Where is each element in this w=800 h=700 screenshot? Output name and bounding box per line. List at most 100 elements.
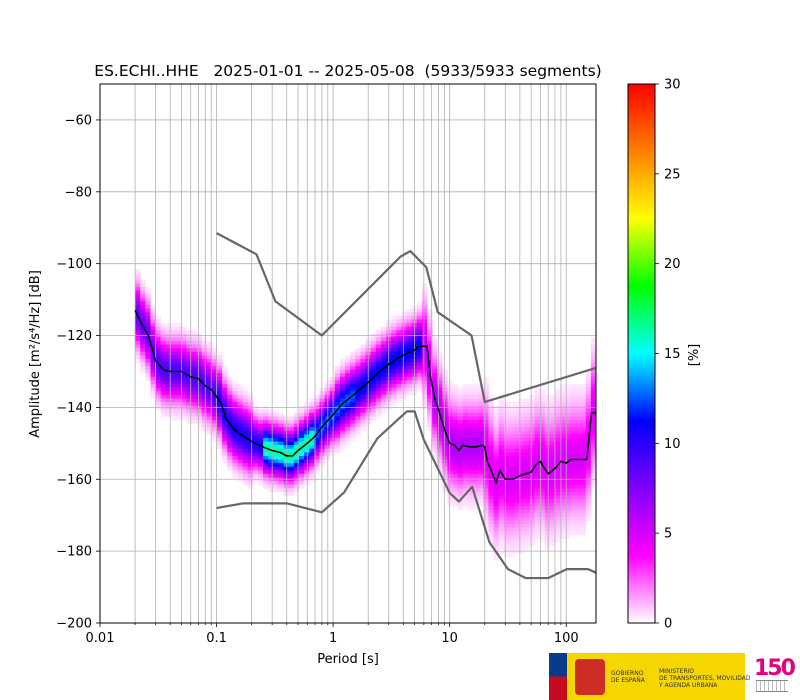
heatmap-cell: [227, 455, 233, 460]
heatmap-cell: [580, 452, 587, 457]
heatmap-cell: [298, 459, 305, 464]
heatmap-cell: [268, 409, 274, 414]
heatmap-cell: [503, 481, 510, 486]
heatmap-cell: [145, 319, 151, 324]
heatmap-cell: [565, 394, 571, 399]
heatmap-cell: [350, 416, 356, 421]
heatmap-cell: [268, 430, 274, 435]
heatmap-cell: [401, 351, 407, 356]
heatmap-cell: [206, 366, 213, 371]
heatmap-cell: [534, 398, 541, 403]
heatmap-cell: [165, 337, 172, 342]
heatmap-cell: [575, 481, 582, 486]
heatmap-cell: [539, 524, 546, 529]
heatmap-cell: [401, 358, 407, 363]
heatmap-cell: [560, 391, 566, 396]
heatmap-cell: [514, 484, 520, 489]
heatmap-cell: [421, 348, 428, 353]
heatmap-cell: [252, 412, 259, 417]
heatmap-cell: [401, 362, 407, 367]
heatmap-cell: [437, 441, 443, 446]
heatmap-cell: [483, 391, 489, 396]
heatmap-cell: [380, 344, 387, 349]
heatmap-cell: [570, 452, 576, 457]
heatmap-cell: [544, 531, 551, 536]
heatmap-cell: [150, 355, 156, 360]
heatmap-cell: [334, 430, 341, 435]
heatmap-cell: [524, 448, 530, 453]
heatmap-cell: [478, 394, 484, 399]
heatmap-cell: [181, 337, 187, 342]
heatmap-cell: [206, 380, 213, 385]
heatmap-cell: [160, 369, 167, 374]
heatmap-cell: [293, 484, 300, 489]
heatmap-cell: [503, 402, 510, 406]
heatmap-cell: [555, 484, 561, 489]
heatmap-cell: [421, 283, 428, 288]
heatmap-cell: [196, 369, 203, 374]
heatmap-cell: [370, 416, 377, 421]
heatmap-cell: [329, 419, 336, 424]
heatmap-cell: [196, 340, 203, 345]
heatmap-cell: [437, 373, 443, 378]
heatmap-cell: [304, 416, 310, 421]
heatmap-cell: [421, 297, 428, 302]
heatmap-cell: [565, 506, 571, 511]
heatmap-cell: [155, 402, 162, 406]
heatmap-cell: [211, 351, 218, 356]
heatmap-cell: [488, 531, 494, 536]
heatmap-cell: [529, 473, 535, 478]
heatmap-cell: [437, 384, 443, 389]
heatmap-cell: [483, 376, 489, 381]
heatmap-cell: [217, 380, 223, 385]
heatmap-cell: [514, 520, 520, 525]
heatmap-cell: [519, 448, 525, 453]
heatmap-cell: [447, 455, 453, 460]
heatmap-cell: [360, 366, 366, 371]
heatmap-cell: [298, 481, 305, 486]
heatmap-cell: [145, 348, 151, 353]
heatmap-cell: [427, 416, 433, 421]
heatmap-cell: [452, 409, 459, 414]
heatmap-cell: [498, 427, 505, 432]
heatmap-cell: [309, 398, 315, 403]
heatmap-cell: [242, 437, 249, 442]
heatmap-cell: [534, 531, 541, 536]
heatmap-cell: [498, 531, 505, 536]
heatmap-cell: [406, 387, 413, 392]
heatmap-cell: [140, 351, 146, 356]
heatmap-cell: [524, 427, 530, 432]
heatmap-cell: [524, 409, 530, 414]
heatmap-cell: [560, 423, 566, 428]
heatmap-cell: [242, 391, 249, 396]
heatmap-cell: [370, 398, 377, 403]
heatmap-cell: [186, 391, 192, 396]
heatmap-cell: [176, 362, 182, 367]
heatmap-cell: [401, 330, 407, 335]
heatmap-cell: [170, 358, 177, 363]
heatmap-cell: [498, 463, 505, 468]
heatmap-cell: [452, 430, 459, 435]
heatmap-cell: [427, 398, 433, 403]
heatmap-cell: [534, 484, 541, 489]
heatmap-cell: [514, 534, 520, 539]
heatmap-cell: [258, 430, 264, 435]
heatmap-cell: [427, 322, 433, 327]
heatmap-cell: [565, 387, 571, 392]
heatmap-cell: [442, 416, 448, 421]
heatmap-cell: [575, 520, 582, 525]
heatmap-cell: [467, 495, 474, 500]
heatmap-cell: [263, 459, 269, 464]
heatmap-cell: [478, 430, 484, 435]
heatmap-cell: [309, 423, 315, 428]
heatmap-cell: [488, 524, 494, 529]
heatmap-cell: [421, 387, 428, 392]
heatmap-cell: [519, 545, 525, 550]
heatmap-cell: [237, 402, 244, 406]
heatmap-cell: [345, 380, 351, 385]
heatmap-cell: [314, 398, 320, 403]
heatmap-cell: [437, 448, 443, 453]
heatmap-cell: [585, 402, 592, 406]
heatmap-cell: [268, 452, 274, 457]
heatmap-cell: [293, 434, 300, 439]
